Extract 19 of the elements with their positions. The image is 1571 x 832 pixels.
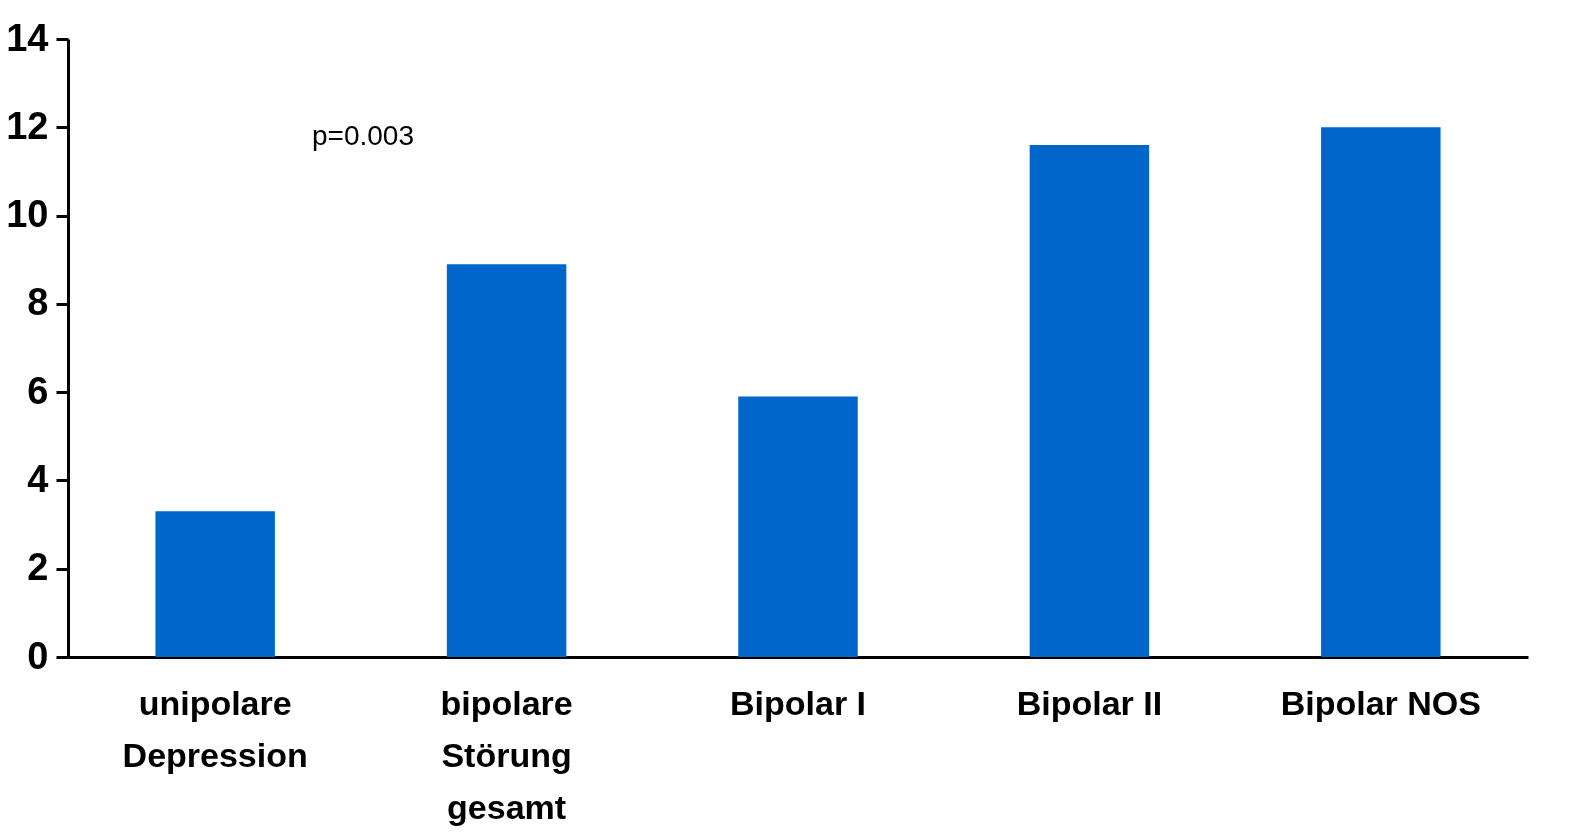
y-tick-label: 2 bbox=[27, 546, 49, 589]
annotation: p=0.003 bbox=[312, 120, 414, 151]
x-tick-label: unipolare Depression bbox=[122, 683, 308, 774]
bar bbox=[1321, 127, 1441, 657]
bar bbox=[155, 511, 275, 657]
y-tick-label: 10 bbox=[6, 193, 49, 236]
x-tick-label: bipolare Störung gesamt bbox=[440, 683, 573, 826]
y-tick-label: 0 bbox=[27, 634, 49, 677]
y-tick-label: 6 bbox=[27, 369, 49, 412]
bar bbox=[1029, 144, 1150, 657]
y-tick-label: 12 bbox=[6, 104, 49, 147]
x-tick-label: Bipolar I bbox=[729, 683, 867, 722]
x-tick-label: Bipolar NOS bbox=[1280, 683, 1481, 722]
bar bbox=[446, 264, 567, 657]
x-tick-label: Bipolar II bbox=[1016, 683, 1163, 722]
y-tick-label: 14 bbox=[6, 16, 49, 59]
y-tick-label: 4 bbox=[27, 457, 49, 500]
y-tick-label: 8 bbox=[27, 281, 49, 324]
bar bbox=[738, 396, 858, 657]
